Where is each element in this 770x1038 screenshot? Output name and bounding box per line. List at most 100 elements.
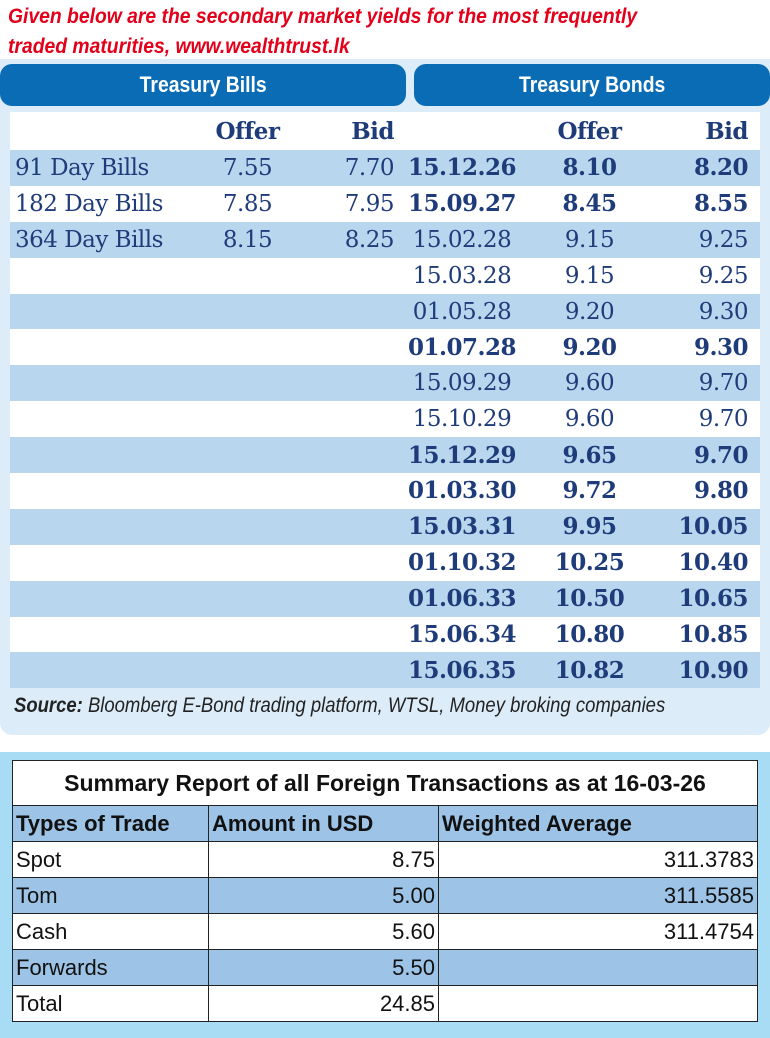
bond-bid: 9.30 bbox=[698, 298, 749, 325]
table-row: 15.09.29 9.60 9.70 bbox=[10, 365, 760, 402]
bond-bid: 10.40 bbox=[678, 549, 748, 577]
bond-bid: 9.25 bbox=[698, 262, 749, 289]
bonds-offer-header: Offer bbox=[557, 117, 622, 145]
bond-maturity: 15.12.29 bbox=[407, 441, 517, 469]
bond-bid: 8.20 bbox=[693, 154, 749, 182]
bond-maturity: 15.09.29 bbox=[412, 370, 512, 397]
table-row: 182 Day Bills 7.85 7.95 15.09.27 8.45 8.55 bbox=[10, 186, 760, 222]
table-row: 15.12.29 9.65 9.70 bbox=[10, 437, 760, 474]
bond-bid: 9.70 bbox=[698, 406, 749, 433]
bond-maturity: 01.06.33 bbox=[407, 585, 517, 613]
bond-maturity: 01.03.30 bbox=[407, 477, 517, 505]
bond-bid: 10.65 bbox=[678, 585, 748, 613]
bills-offer-header: Offer bbox=[215, 117, 280, 145]
bill-bid: 7.95 bbox=[344, 190, 395, 217]
source-label: Source: bbox=[14, 694, 83, 717]
fx-header-row: Types of Trade Amount in USD Weighted Av… bbox=[12, 805, 758, 842]
bond-offer: 9.20 bbox=[562, 333, 617, 361]
treasury-bills-header: Treasury Bills bbox=[0, 64, 406, 106]
trade-type: Cash bbox=[12, 913, 209, 950]
treasury-bonds-header: Treasury Bonds bbox=[414, 64, 770, 106]
bond-offer: 10.82 bbox=[554, 656, 625, 684]
bond-maturity: 15.03.28 bbox=[412, 262, 512, 289]
fx-row: Total 24.85 bbox=[12, 985, 758, 1022]
column-headers: Offer Bid Offer Bid bbox=[10, 112, 760, 150]
bill-offer: 8.15 bbox=[222, 226, 273, 253]
bond-maturity: 15.03.31 bbox=[407, 513, 517, 541]
bill-bid: 8.25 bbox=[344, 226, 395, 253]
fx-row: Tom 5.00 311.5585 bbox=[12, 877, 758, 914]
bills-bid-header: Bid bbox=[351, 117, 394, 145]
intro-title: Given below are the secondary market yie… bbox=[8, 2, 637, 62]
bond-maturity: 15.06.34 bbox=[407, 621, 517, 649]
bond-offer: 9.15 bbox=[564, 226, 615, 253]
bond-bid: 9.70 bbox=[698, 370, 749, 397]
bond-maturity: 01.05.28 bbox=[412, 298, 512, 325]
bond-bid: 9.80 bbox=[693, 477, 749, 505]
bond-bid: 10.90 bbox=[678, 656, 748, 684]
bond-offer: 9.20 bbox=[564, 298, 615, 325]
table-row: 15.06.34 10.80 10.85 bbox=[10, 617, 760, 653]
bond-maturity: 15.10.29 bbox=[412, 406, 512, 433]
title-line-2: traded maturities, www.wealthtrust.lk bbox=[8, 35, 350, 58]
source-text: Bloomberg E-Bond trading platform, WTSL,… bbox=[82, 694, 666, 717]
table-row: 15.03.31 9.95 10.05 bbox=[10, 508, 760, 545]
bond-offer: 10.25 bbox=[554, 549, 625, 577]
bond-maturity: 15.12.26 bbox=[407, 154, 517, 182]
bond-maturity: 15.09.27 bbox=[407, 190, 517, 218]
table-row: 15.10.29 9.60 9.70 bbox=[10, 401, 760, 437]
fx-summary-table: Summary Report of all Foreign Transactio… bbox=[12, 760, 758, 1022]
bond-maturity: 15.06.35 bbox=[407, 656, 517, 684]
bond-offer: 10.50 bbox=[554, 585, 625, 613]
weighted-average bbox=[438, 985, 758, 1022]
weighted-average: 311.5585 bbox=[438, 877, 758, 914]
bond-maturity: 01.07.28 bbox=[407, 333, 517, 361]
bond-offer: 9.95 bbox=[562, 513, 617, 541]
weighted-average: 311.3783 bbox=[438, 841, 758, 878]
fx-header: Weighted Average bbox=[438, 805, 758, 842]
bond-offer: 8.45 bbox=[562, 190, 617, 218]
fx-title: Summary Report of all Foreign Transactio… bbox=[12, 760, 758, 806]
trade-type: Spot bbox=[12, 841, 209, 878]
bill-name: 182 Day Bills bbox=[15, 190, 163, 217]
table-row: 91 Day Bills 7.55 7.70 15.12.26 8.10 8.20 bbox=[10, 150, 760, 186]
trade-type: Total bbox=[12, 985, 209, 1022]
trade-type: Forwards bbox=[12, 949, 209, 986]
bills-header-label: Treasury Bills bbox=[139, 72, 267, 97]
bonds-header-label: Treasury Bonds bbox=[518, 72, 666, 97]
amount-usd: 5.60 bbox=[208, 913, 439, 950]
table-row: 15.03.28 9.15 9.25 bbox=[10, 258, 760, 294]
bond-offer: 9.60 bbox=[564, 370, 615, 397]
bill-offer: 7.85 bbox=[222, 190, 273, 217]
bill-offer: 7.55 bbox=[222, 154, 273, 181]
bond-bid: 10.05 bbox=[678, 513, 748, 541]
bill-bid: 7.70 bbox=[344, 154, 395, 181]
bond-bid: 9.30 bbox=[693, 333, 749, 361]
table-row: 01.06.33 10.50 10.65 bbox=[10, 580, 760, 617]
fx-header: Amount in USD bbox=[208, 805, 439, 842]
table-row: 15.06.35 10.82 10.90 bbox=[10, 652, 760, 689]
table-row: 01.07.28 9.20 9.30 bbox=[10, 329, 760, 365]
fx-row: Spot 8.75 311.3783 bbox=[12, 841, 758, 878]
amount-usd: 24.85 bbox=[208, 985, 439, 1022]
fx-header: Types of Trade bbox=[12, 805, 209, 842]
fx-row: Forwards 5.50 bbox=[12, 949, 758, 986]
amount-usd: 5.00 bbox=[208, 877, 439, 914]
table-row: 01.03.30 9.72 9.80 bbox=[10, 473, 760, 509]
bond-maturity: 15.02.28 bbox=[412, 226, 512, 253]
bill-name: 364 Day Bills bbox=[15, 226, 163, 253]
bond-offer: 9.15 bbox=[564, 262, 615, 289]
table-row: 01.05.28 9.20 9.30 bbox=[10, 293, 760, 330]
weighted-average: 311.4754 bbox=[438, 913, 758, 950]
fx-row: Cash 5.60 311.4754 bbox=[12, 913, 758, 950]
weighted-average bbox=[438, 949, 758, 986]
trade-type: Tom bbox=[12, 877, 209, 914]
bond-bid: 10.85 bbox=[678, 621, 748, 649]
amount-usd: 8.75 bbox=[208, 841, 439, 878]
bond-offer: 8.10 bbox=[562, 154, 617, 182]
bond-offer: 10.80 bbox=[554, 621, 625, 649]
bond-offer: 9.72 bbox=[562, 477, 617, 505]
bond-bid: 9.70 bbox=[693, 441, 749, 469]
table-row: 364 Day Bills 8.15 8.25 15.02.28 9.15 9.25 bbox=[10, 221, 760, 258]
bond-bid: 9.25 bbox=[698, 226, 749, 253]
